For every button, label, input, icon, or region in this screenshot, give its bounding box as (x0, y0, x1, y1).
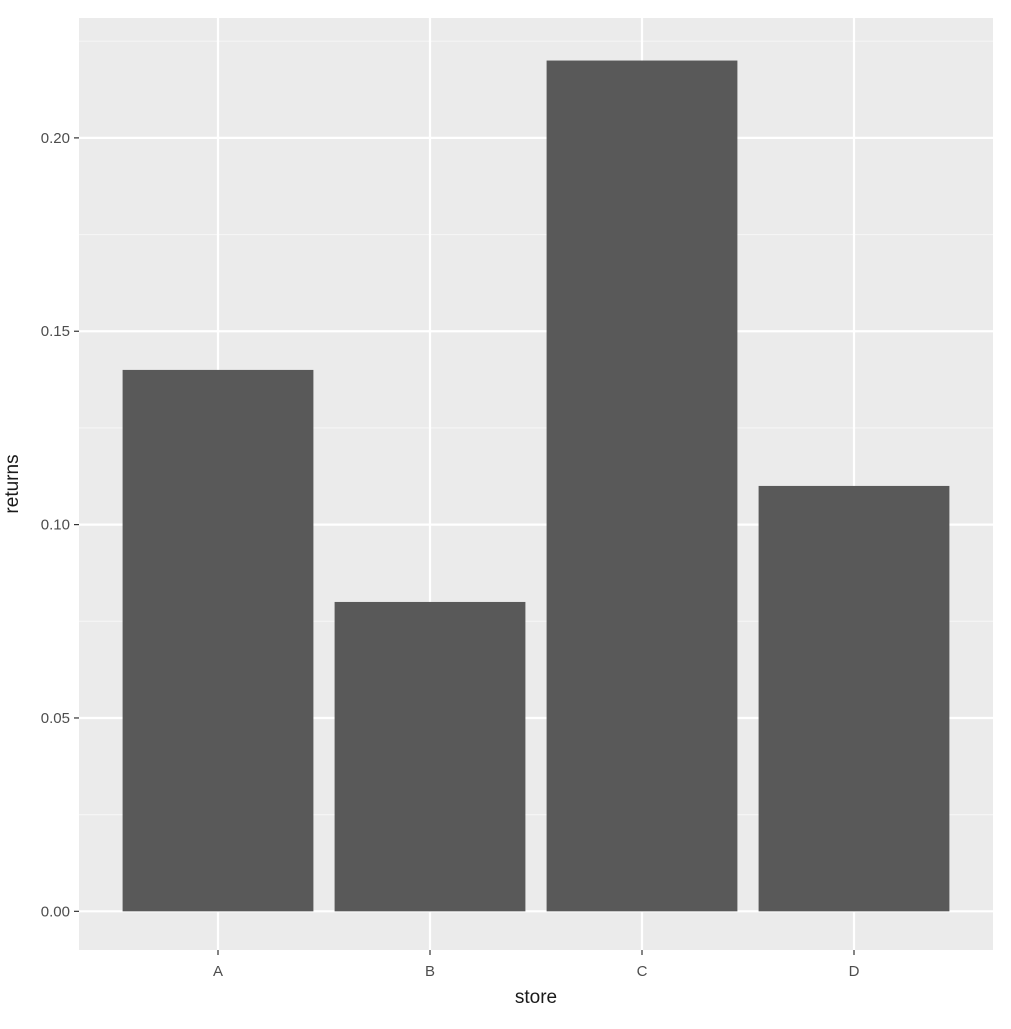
y-tick-label: 0.05 (41, 710, 70, 727)
bar-d (758, 485, 950, 912)
y-axis: 0.00 0.05 0.10 0.15 0.20 (41, 130, 79, 920)
x-axis-title: store (515, 987, 557, 1008)
x-tick-label: C (637, 963, 648, 980)
y-tick-label: 0.15 (41, 323, 70, 340)
y-tick-label: 0.10 (41, 517, 70, 534)
bar-c (546, 60, 738, 912)
x-axis: A B C D (213, 950, 860, 980)
x-tick-label: A (213, 963, 223, 980)
bar-b (334, 601, 526, 912)
y-tick-label: 0.20 (41, 130, 70, 147)
x-tick-label: B (425, 963, 435, 980)
bar-a (122, 369, 314, 912)
y-axis-title: returns (2, 454, 23, 513)
x-tick-label: D (849, 963, 860, 980)
y-tick-label: 0.00 (41, 903, 70, 920)
bars (122, 60, 950, 912)
